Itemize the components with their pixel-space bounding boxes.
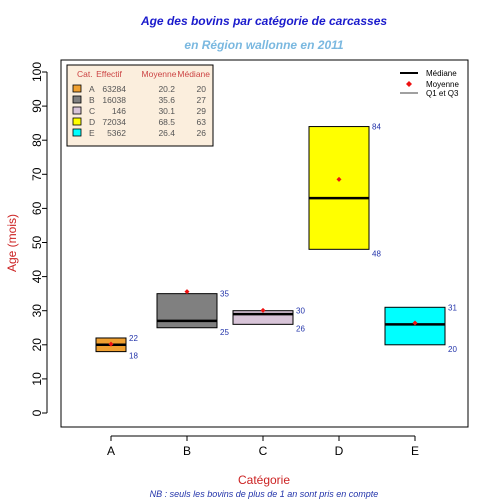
table-cell-mediane: 63: [197, 117, 207, 127]
y-tick-label: 70: [30, 167, 44, 181]
legend-label: Moyenne: [426, 80, 459, 89]
chart-title: Age des bovins par catégorie de carcasse…: [140, 14, 387, 28]
table-cell-moyenne: 68.5: [158, 117, 175, 127]
y-axis: 0 10 20 30 40 50 60 70 80 90 100: [30, 62, 48, 416]
plot-frame: [60, 59, 469, 428]
legend-mean-symbol: [406, 81, 412, 87]
table-cell-mediane: 26: [197, 128, 207, 138]
q3-label: 31: [448, 303, 457, 312]
y-tick-label: 90: [30, 99, 44, 113]
chart-subtitle: en Région wallonne en 2011: [184, 38, 343, 52]
table-swatch: [72, 128, 82, 137]
table-header-cell: Cat.: [77, 69, 93, 79]
y-tick-label: 50: [30, 236, 44, 250]
box-E: [384, 306, 446, 346]
y-tick-label: 60: [30, 201, 44, 215]
q1-label: 18: [129, 352, 138, 361]
table-header-row: Cat. Effectif Moyenne Médiane: [77, 69, 210, 79]
q1-label: 20: [448, 345, 457, 354]
q3-label: 35: [220, 290, 229, 299]
summary-table: Cat. Effectif Moyenne Médiane A 63284 20.2 20 B…: [66, 64, 214, 147]
box-D: [308, 126, 370, 250]
x-axis: A B C D E: [107, 435, 419, 458]
table-cell-moyenne: 20.2: [158, 84, 175, 94]
table-cell-mediane: 27: [197, 95, 207, 105]
boxes: 22 18 35 25 30 26 84 48 31 20: [95, 123, 457, 361]
x-tick-label: A: [107, 444, 115, 458]
table-cell-mediane: 20: [197, 84, 207, 94]
q3-label: 22: [129, 334, 138, 343]
table-cell-cat: D: [89, 117, 95, 127]
summary-table-box: [66, 64, 214, 147]
table-cell-mediane: 29: [197, 106, 207, 116]
table-cell-cat: E: [89, 128, 95, 138]
table-rows: A 63284 20.2 20 B 16038 35.6 27 C 146 30.1 29 D 72034…: [72, 84, 207, 138]
x-tick-label: C: [259, 444, 268, 458]
footnote: NB : seuls les bovins de plus de 1 an so…: [150, 489, 379, 499]
q1-label: 48: [372, 249, 381, 258]
mean-marker: [412, 320, 418, 326]
q1-label: 26: [296, 324, 305, 333]
legend-label: Médiane: [426, 69, 457, 78]
y-axis-label: Age (mois): [5, 214, 19, 272]
table-swatch: [72, 84, 82, 93]
table-cell-cat: A: [89, 84, 95, 94]
table-cell-moyenne: 30.1: [158, 106, 175, 116]
q1-label: 25: [220, 328, 229, 337]
q3-label: 30: [296, 307, 305, 316]
mean-marker: [336, 176, 342, 182]
y-tick-label: 30: [30, 304, 44, 318]
mean-marker: [260, 307, 266, 313]
table-cell-moyenne: 35.6: [158, 95, 175, 105]
y-tick-label: 20: [30, 338, 44, 352]
table-cell-cat: B: [89, 95, 95, 105]
table-header-cell: Médiane: [177, 69, 210, 79]
mean-marker: [184, 289, 190, 295]
y-tick-label: 100: [30, 62, 44, 82]
table-swatch: [72, 117, 82, 126]
table-header-cell: Effectif: [96, 69, 122, 79]
table-swatch: [72, 95, 82, 104]
x-axis-label: Catégorie: [238, 473, 290, 487]
y-tick-label: 10: [30, 372, 44, 386]
x-tick-label: B: [183, 444, 191, 458]
table-cell-effectif: 5362: [107, 128, 126, 138]
legend-label: Q1 et Q3: [426, 89, 459, 98]
x-tick-label: E: [411, 444, 419, 458]
box-B: [156, 293, 218, 329]
table-cell-moyenne: 26.4: [158, 128, 175, 138]
y-tick-label: 0: [30, 409, 44, 416]
y-tick-label: 40: [30, 270, 44, 284]
mean-marker: [108, 341, 114, 347]
table-cell-effectif: 16038: [102, 95, 126, 105]
table-cell-effectif: 63284: [102, 84, 126, 94]
q3-label: 84: [372, 123, 381, 132]
x-tick-label: D: [335, 444, 344, 458]
table-cell-effectif: 72034: [102, 117, 126, 127]
table-cell-cat: C: [89, 106, 95, 116]
y-tick-label: 80: [30, 133, 44, 147]
table-cell-effectif: 146: [112, 106, 126, 116]
table-swatch: [72, 106, 82, 115]
table-header-cell: Moyenne: [142, 69, 177, 79]
